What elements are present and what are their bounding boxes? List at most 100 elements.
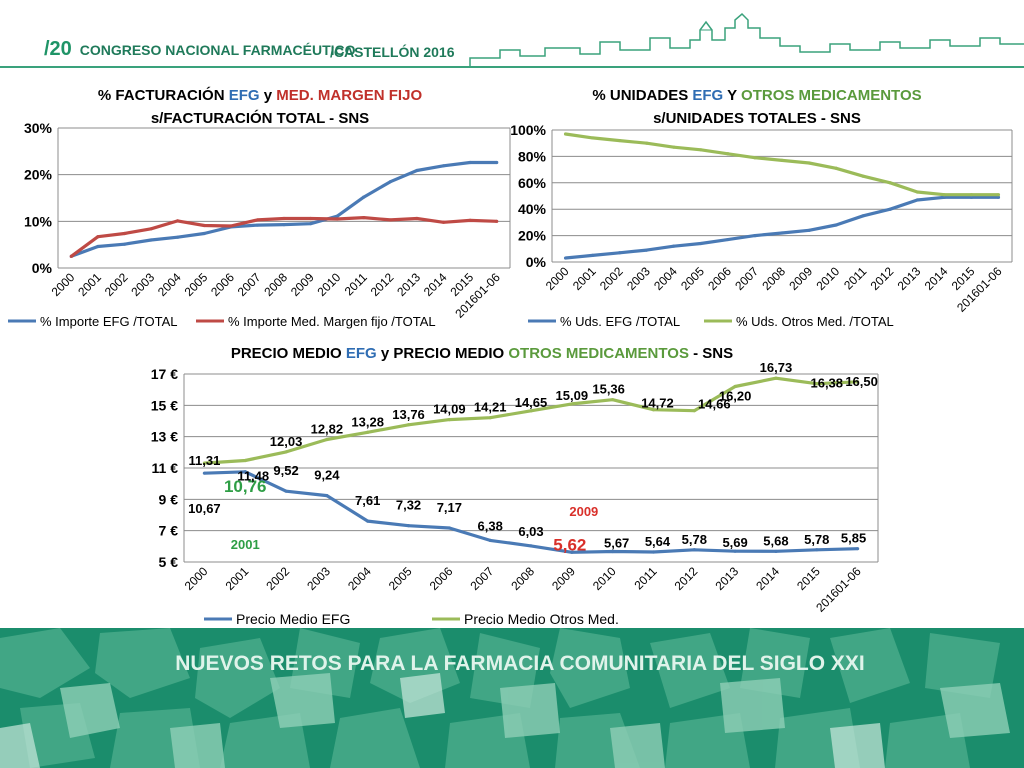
data-point (570, 550, 574, 554)
x-tick-label: 2014 (753, 564, 782, 593)
chart3-legend: Precio Medio EFG Precio Medio Otros Med. (204, 611, 619, 627)
data-point (651, 550, 656, 554)
data-point (325, 437, 329, 442)
data-point (672, 244, 676, 248)
header-divider (0, 66, 1024, 68)
data-point (176, 219, 180, 223)
data-point (202, 231, 206, 236)
x-tick-label: 2003 (304, 564, 333, 593)
y-tick-label: 0% (526, 254, 547, 270)
x-tick-label: 2005 (386, 564, 415, 593)
mosaic-pattern (0, 628, 1010, 768)
efg-data-label: 7,17 (437, 500, 462, 515)
data-point (753, 156, 757, 160)
data-point (362, 195, 366, 199)
data-point (335, 214, 339, 218)
data-point (611, 398, 615, 402)
data-point (96, 244, 100, 249)
chart2-title-b: EFG (692, 87, 723, 104)
data-point (699, 241, 703, 246)
data-point (733, 549, 737, 553)
data-point (122, 231, 127, 236)
annotation-2001: 2001 (231, 537, 260, 552)
data-point (726, 237, 730, 242)
data-point (733, 384, 737, 389)
x-tick-label: 2000 (182, 564, 211, 593)
otros-data-label: 16,73 (760, 360, 793, 375)
data-point (284, 450, 288, 454)
data-point (149, 238, 153, 242)
data-point (942, 193, 946, 197)
slide-header: /20 CONGRESO NACIONAL FARMACÉUTICO /CAST… (0, 0, 1024, 72)
data-point (915, 190, 919, 194)
chart1-title-a: % FACTURACIÓN (98, 86, 229, 104)
efg-data-label: 10,76 (224, 477, 267, 496)
y-tick-label: 11 € (152, 460, 179, 476)
data-point (672, 145, 676, 149)
data-point (726, 152, 730, 156)
y-tick-label: 0% (32, 260, 53, 276)
data-point (780, 231, 784, 235)
data-point (590, 136, 595, 140)
chart-precio-medio: PRECIO MEDIO EFG y PRECIO MEDIO OTROS ME… (151, 345, 879, 627)
efg-data-label: 6,38 (478, 518, 503, 533)
data-point (415, 168, 419, 173)
data-point (969, 195, 974, 199)
data-point (996, 193, 1001, 197)
data-point (834, 166, 838, 170)
efg-data-label: 5,67 (604, 536, 629, 551)
efg-data-label: 10,67 (188, 501, 221, 516)
data-point (468, 218, 472, 222)
data-point (447, 417, 451, 422)
data-point (69, 254, 73, 258)
data-point (415, 216, 419, 221)
data-point (590, 253, 595, 257)
x-tick-label: 2004 (345, 564, 374, 593)
otros-data-label: 12,03 (270, 434, 303, 449)
data-point (388, 180, 392, 184)
data-point (176, 235, 180, 239)
y-tick-label: 40% (518, 201, 547, 217)
data-point (774, 376, 778, 380)
efg-data-label: 5,68 (763, 533, 788, 548)
chart1-legend: % Importe EFG /TOTAL % Importe Med. Marg… (8, 314, 436, 329)
efg-data-label: 5,64 (645, 534, 671, 549)
data-point (915, 198, 919, 202)
chart2-title-c: Y (723, 87, 741, 104)
data-point (692, 409, 696, 413)
otros-data-label: 14,09 (433, 402, 466, 417)
data-point (780, 158, 784, 162)
congress-title: /20 CONGRESO NACIONAL FARMACÉUTICO (44, 38, 356, 61)
otros-data-label: 13,76 (392, 407, 425, 422)
data-point (308, 222, 313, 226)
data-point (861, 214, 865, 218)
data-point (888, 207, 892, 211)
chart3-title-c: y PRECIO MEDIO (377, 345, 509, 362)
data-point (996, 195, 1001, 199)
otros-data-label: 14,72 (641, 396, 674, 411)
chart2-title-line1: % UNIDADES EFG Y OTROS MEDICAMENTOS (592, 87, 921, 104)
y-tick-label: 5 € (159, 554, 179, 570)
data-point (122, 242, 127, 246)
chart2-title-d: OTROS MEDICAMENTOS (741, 87, 922, 104)
data-point (888, 181, 892, 185)
chart3-title-a: PRECIO MEDIO (231, 345, 346, 362)
data-point (282, 223, 286, 227)
y-tick-label: 20% (24, 167, 53, 183)
y-tick-label: 100% (510, 122, 546, 138)
data-point (563, 132, 568, 136)
y-tick-label: 9 € (159, 491, 179, 507)
data-point (441, 164, 446, 168)
data-point (447, 526, 451, 530)
data-point (618, 138, 622, 143)
chart3-title-d: OTROS MEDICAMENTOS (508, 345, 689, 362)
chart-unidades: % UNIDADES EFG Y OTROS MEDICAMENTOS s/UN… (510, 87, 1013, 329)
data-point (362, 216, 366, 220)
efg-data-label: 5,69 (722, 535, 747, 550)
y-tick-label: 7 € (159, 523, 179, 539)
otros-data-label: 14,65 (515, 395, 548, 410)
data-point (284, 489, 288, 493)
chart2-legend-otros: % Uds. Otros Med. /TOTAL (736, 314, 894, 329)
otros-data-label: 16,50 (845, 374, 878, 389)
data-point (529, 544, 533, 548)
